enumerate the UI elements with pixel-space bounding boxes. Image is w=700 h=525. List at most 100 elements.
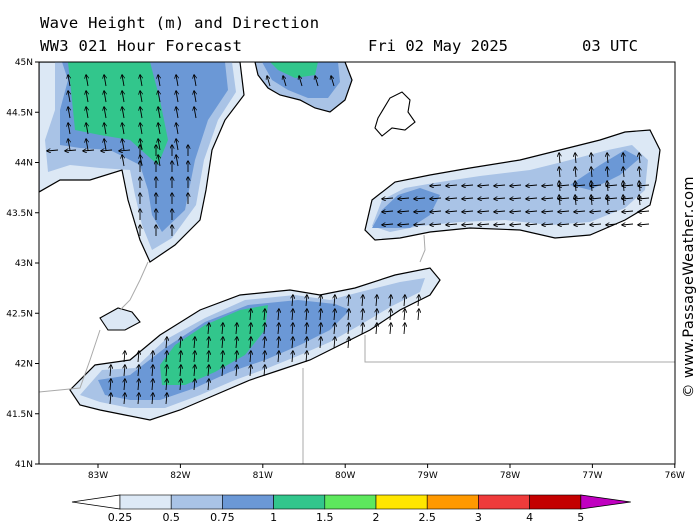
colorbar-segment [375,494,428,510]
direction-arrow [194,337,195,349]
direction-arrow [166,351,167,363]
chart-title-line1: Wave Height (m) and Direction [40,14,320,32]
direction-arrow [462,185,474,186]
colorbar-label: 0.5 [162,511,180,524]
direction-arrow [68,91,70,103]
direction-arrow [320,337,321,349]
direction-arrow [47,150,59,151]
direction-arrow [86,91,88,103]
map-area [39,62,675,464]
direction-arrow [180,337,181,349]
direction-arrow [104,91,106,103]
direction-arrow [494,198,506,199]
direction-arrow [68,107,70,119]
colorbar-label: 4 [526,511,533,524]
direction-arrow [639,167,640,178]
lat-tick-label: 44N [15,159,33,169]
latitude-axis: 45N 44.5N 44N 43.5N 43N 42.5N 42N 41.5N 41N [6,58,39,470]
direction-arrow [462,224,474,225]
direction-arrow [180,351,181,363]
direction-arrow [623,195,624,206]
direction-arrow [390,309,391,321]
direction-arrow [526,224,538,225]
direction-arrow [623,181,624,192]
direction-arrow [542,198,554,199]
direction-arrow [334,323,335,335]
direction-arrow [158,91,160,103]
direction-arrow [494,224,506,225]
direction-arrow [166,365,167,377]
colorbar-label: 0.25 [108,511,133,524]
direction-arrow [138,393,139,405]
direction-arrow [607,181,608,192]
direction-arrow [559,195,560,206]
direction-arrow [607,153,608,164]
lon-tick-label: 79W [417,471,437,481]
direction-arrow [542,224,554,225]
direction-arrow [558,211,570,212]
direction-arrow [526,198,538,199]
colorbar-segment [478,494,530,510]
colorbar-segment [426,494,479,510]
lon-tick-label: 83W [88,471,108,481]
direction-arrow [250,323,251,335]
colorbar-segment [324,494,377,510]
direction-arrow [591,167,592,178]
direction-arrow [558,224,570,225]
direction-arrow [278,351,279,363]
direction-arrow [152,351,153,363]
direction-arrow [526,211,538,212]
direction-arrow [122,107,124,119]
direction-arrow [348,309,349,321]
direction-arrow [222,323,223,335]
direction-arrow [478,211,490,212]
direction-arrow [575,195,576,206]
direction-arrow [152,379,153,391]
direction-arrow [590,211,602,212]
direction-arrow [510,211,522,212]
direction-arrow [158,155,160,167]
direction-arrow [119,150,131,151]
colorbar-segment [222,494,274,510]
direction-arrow [348,323,349,335]
colorbar-label: 0.75 [210,511,235,524]
direction-arrow [591,195,592,206]
direction-arrow [478,185,490,186]
direction-arrow [398,198,410,199]
direction-arrow [176,107,178,119]
direction-arrow [414,198,426,199]
direction-arrow [176,91,178,103]
direction-arrow [180,379,181,391]
direction-arrow [382,211,394,212]
direction-arrow [122,75,124,87]
direction-arrow [430,224,442,225]
direction-arrow [334,309,335,321]
direction-arrow [292,337,293,349]
direction-arrow [176,155,178,167]
direction-arrow [478,198,490,199]
direction-arrow [124,351,125,363]
direction-arrow [315,76,319,87]
direction-arrow [639,195,640,206]
direction-arrow [124,365,125,377]
direction-arrow [430,185,442,186]
lon-tick-label: 80W [335,471,355,481]
direction-arrow [462,211,474,212]
direction-arrow [158,139,160,151]
direction-arrow [86,139,88,151]
lat-tick-label: 43.5N [6,209,33,219]
political-borders [39,234,675,464]
chart-title-line2: WW3 021 Hour Forecast [40,37,243,55]
direction-arrow [591,181,592,192]
direction-arrow [306,323,307,335]
direction-arrow [292,309,293,321]
direction-arrow [478,224,490,225]
colorbar-segment [273,494,326,510]
direction-arrow [264,365,265,377]
direction-arrow [104,139,106,151]
direction-arrow [306,295,307,307]
direction-arrow [510,198,522,199]
direction-arrow [122,139,124,151]
lon-tick-label: 78W [500,471,520,481]
direction-arrow [236,337,237,349]
